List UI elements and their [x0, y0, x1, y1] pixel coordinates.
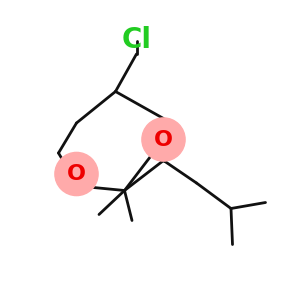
Circle shape — [55, 152, 98, 196]
Text: O: O — [67, 164, 86, 184]
Text: Cl: Cl — [122, 26, 152, 55]
Circle shape — [142, 118, 185, 161]
Text: O: O — [154, 130, 173, 149]
